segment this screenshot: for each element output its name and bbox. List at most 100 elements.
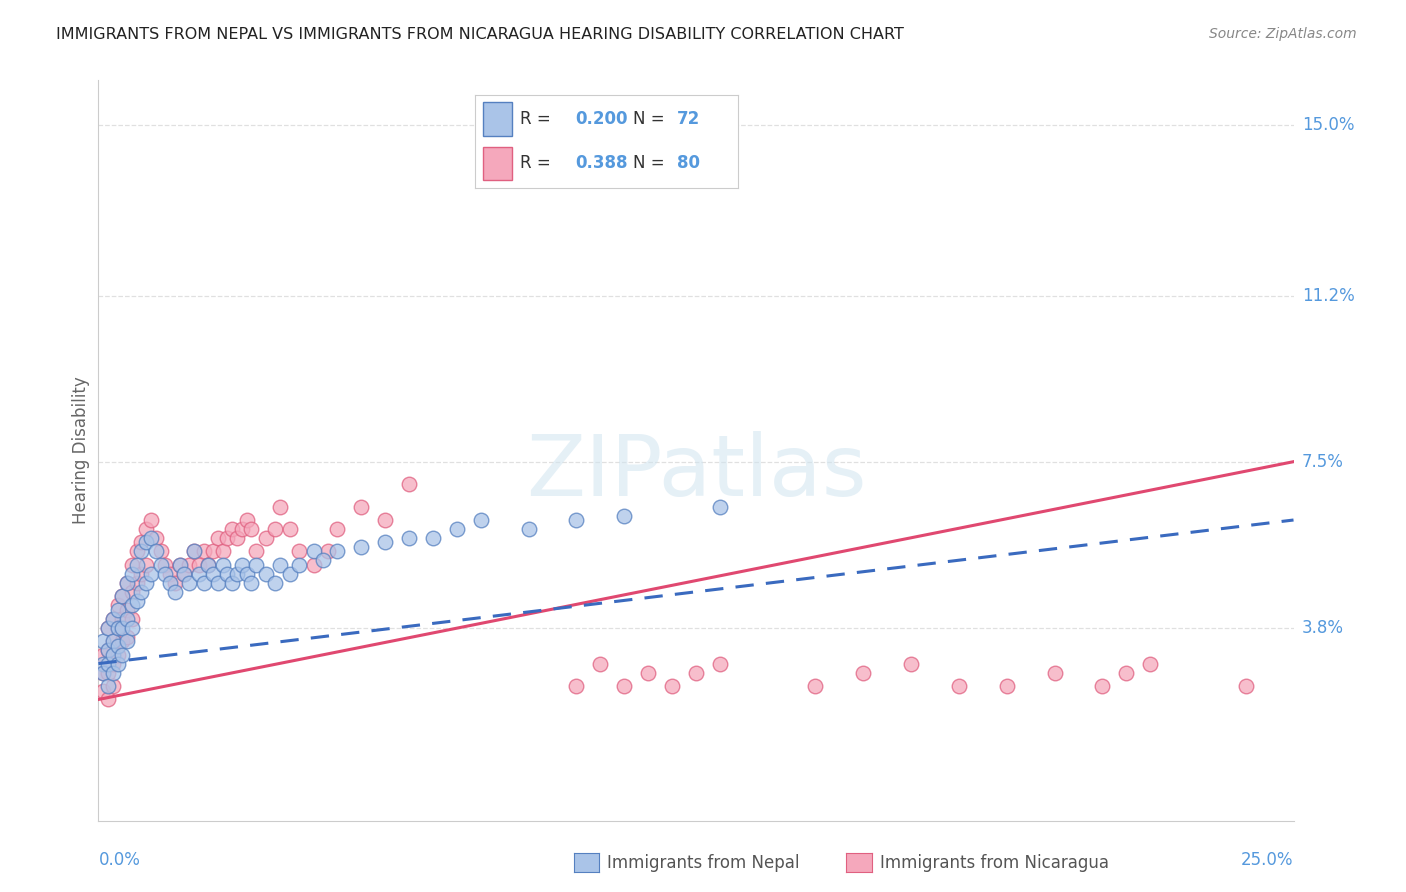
Point bbox=[193, 544, 215, 558]
Point bbox=[91, 665, 114, 680]
Point bbox=[139, 531, 162, 545]
Point bbox=[115, 575, 138, 590]
Point bbox=[145, 544, 167, 558]
Text: Source: ZipAtlas.com: Source: ZipAtlas.com bbox=[1209, 27, 1357, 41]
Text: Immigrants from Nepal: Immigrants from Nepal bbox=[607, 854, 800, 871]
Point bbox=[101, 665, 124, 680]
Point bbox=[107, 657, 129, 671]
Point bbox=[217, 531, 239, 545]
Point bbox=[139, 566, 162, 581]
Point bbox=[145, 531, 167, 545]
Point bbox=[374, 535, 396, 549]
Point bbox=[107, 621, 129, 635]
Point bbox=[115, 612, 138, 626]
Point bbox=[207, 531, 229, 545]
Point bbox=[121, 612, 143, 626]
Point bbox=[302, 558, 325, 572]
Point bbox=[115, 634, 138, 648]
Point bbox=[637, 665, 659, 680]
Text: 25.0%: 25.0% bbox=[1241, 851, 1294, 869]
Point bbox=[422, 531, 444, 545]
Point bbox=[254, 531, 277, 545]
Point bbox=[91, 657, 114, 671]
Point bbox=[565, 513, 588, 527]
Point bbox=[149, 544, 172, 558]
Text: 7.5%: 7.5% bbox=[1302, 452, 1344, 471]
Point bbox=[589, 657, 612, 671]
Point bbox=[231, 522, 253, 536]
Point bbox=[173, 566, 195, 581]
Point bbox=[97, 621, 120, 635]
Point bbox=[804, 679, 827, 693]
Point bbox=[111, 634, 134, 648]
Point bbox=[91, 648, 114, 662]
Point bbox=[995, 679, 1018, 693]
Point bbox=[97, 621, 120, 635]
Point bbox=[326, 522, 349, 536]
Text: 11.2%: 11.2% bbox=[1302, 286, 1354, 305]
Point bbox=[111, 621, 134, 635]
Point bbox=[159, 566, 181, 581]
Point bbox=[245, 544, 267, 558]
Point bbox=[193, 575, 215, 590]
Point bbox=[121, 558, 143, 572]
Point bbox=[111, 648, 134, 662]
Point bbox=[125, 575, 148, 590]
Point bbox=[97, 643, 120, 657]
Point bbox=[107, 639, 129, 653]
Point bbox=[221, 575, 243, 590]
Point bbox=[852, 665, 875, 680]
Point bbox=[149, 558, 172, 572]
Point bbox=[278, 522, 301, 536]
Point bbox=[264, 522, 287, 536]
Point bbox=[613, 508, 636, 523]
Point bbox=[1115, 665, 1137, 680]
Point bbox=[173, 566, 195, 581]
Point bbox=[101, 679, 124, 693]
Point bbox=[111, 612, 134, 626]
Point bbox=[288, 544, 311, 558]
Point bbox=[135, 575, 157, 590]
Point bbox=[101, 648, 124, 662]
Point bbox=[107, 603, 129, 617]
Point bbox=[948, 679, 970, 693]
Point bbox=[97, 665, 120, 680]
Point bbox=[125, 544, 148, 558]
Point bbox=[155, 558, 177, 572]
Point bbox=[163, 584, 186, 599]
Text: IMMIGRANTS FROM NEPAL VS IMMIGRANTS FROM NICARAGUA HEARING DISABILITY CORRELATIO: IMMIGRANTS FROM NEPAL VS IMMIGRANTS FROM… bbox=[56, 27, 904, 42]
Point bbox=[135, 558, 157, 572]
Point bbox=[101, 657, 124, 671]
Point bbox=[115, 575, 138, 590]
Point bbox=[121, 584, 143, 599]
Point bbox=[169, 558, 191, 572]
Point bbox=[374, 513, 396, 527]
Point bbox=[101, 634, 124, 648]
Point bbox=[517, 522, 540, 536]
Point bbox=[101, 612, 124, 626]
Point bbox=[226, 566, 249, 581]
Point bbox=[900, 657, 922, 671]
Point bbox=[312, 553, 335, 567]
Point bbox=[111, 589, 134, 603]
Text: 0.0%: 0.0% bbox=[98, 851, 141, 869]
Point bbox=[398, 531, 420, 545]
Point bbox=[1043, 665, 1066, 680]
Point bbox=[202, 544, 225, 558]
Point bbox=[97, 657, 120, 671]
Text: 3.8%: 3.8% bbox=[1302, 619, 1344, 637]
Point bbox=[235, 513, 257, 527]
Point bbox=[97, 643, 120, 657]
Point bbox=[288, 558, 311, 572]
Point bbox=[183, 544, 205, 558]
Point bbox=[101, 634, 124, 648]
Y-axis label: Hearing Disability: Hearing Disability bbox=[72, 376, 90, 524]
Point bbox=[121, 599, 143, 613]
Text: ZIPatlas: ZIPatlas bbox=[526, 431, 866, 514]
Point bbox=[187, 566, 209, 581]
Point bbox=[1234, 679, 1257, 693]
Point bbox=[302, 544, 325, 558]
Point bbox=[446, 522, 468, 536]
Point bbox=[115, 630, 138, 644]
Point bbox=[131, 566, 153, 581]
